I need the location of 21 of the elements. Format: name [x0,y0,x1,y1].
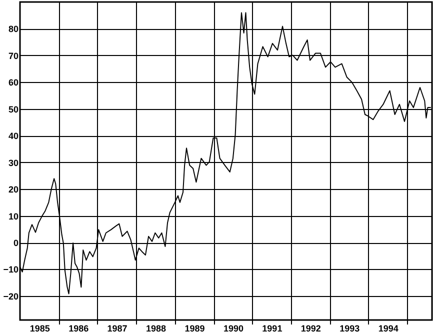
y-tick-label: 0 [13,238,18,248]
y-tick-label: 40 [8,131,18,142]
y-tick-label: 20 [8,184,18,195]
y-tick-label: 30 [8,158,18,168]
x-tick-label: 1986 [68,324,89,334]
x-tick-label: 1994 [378,324,398,334]
x-tick-label: 1990 [223,324,244,334]
y-tick-label: 50 [8,104,18,114]
y-tick-label: 60 [8,78,18,88]
x-tick-label: 1985 [30,324,50,334]
x-tick-label: 1987 [107,324,128,334]
y-tick-label: 80 [8,24,18,34]
y-tick-label: −20 [3,291,18,302]
x-tick-label: 1991 [262,324,282,334]
y-tick-label: −10 [3,264,18,275]
y-tick-label: 70 [8,50,18,61]
x-tick-label: 1989 [184,324,205,334]
y-tick-label: 10 [8,211,18,222]
x-tick-label: 1992 [300,324,321,334]
x-tick-label: 1988 [146,324,166,334]
x-tick-label: 1993 [340,324,360,334]
